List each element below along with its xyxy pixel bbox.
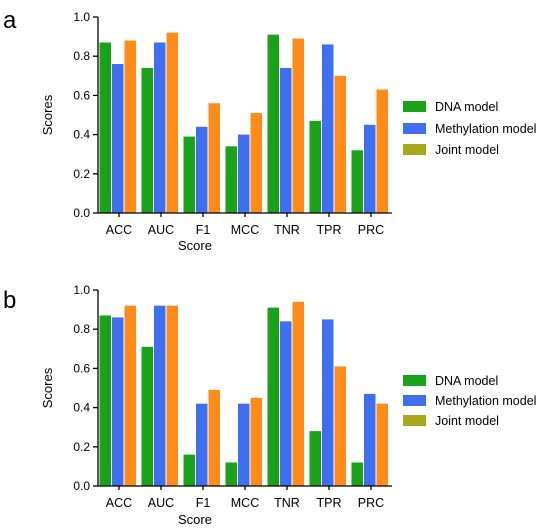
legend: DNA model Methylation model Joint model [403,374,536,428]
y-tick-label: 0.4 [73,401,90,415]
bar-dna-model-mcc [225,146,237,213]
legend-swatch [403,375,426,386]
legend-swatch [403,144,426,155]
bar-dna-model-auc [141,346,153,486]
legend-label: DNA model [435,100,498,114]
y-tick-label: 1.0 [73,10,90,24]
bar-methylation-model-tnr [280,67,292,214]
bar-dna-model-tpr [309,431,321,486]
panel-letter: b [3,287,16,314]
x-tick-label: TPR [317,496,342,510]
legend-label: Methylation model [435,394,536,408]
x-tick-label: MCC [231,223,259,237]
y-tick-label: 0.2 [73,440,90,454]
bar-methylation-model-acc [112,317,124,486]
y-axis-title: Scores [40,367,55,408]
legend-label: Joint model [435,143,499,157]
bar-methylation-model-f1 [196,126,208,213]
y-tick-label: 0.0 [73,479,90,493]
y-tick-label: 0.6 [73,88,90,102]
legend-label: Joint model [435,414,499,428]
x-tick-label: TNR [274,496,300,510]
legend: DNA model Methylation model Joint model [403,100,536,157]
bar-methylation-model-mcc [238,403,250,486]
x-tick-label: AUC [148,223,174,237]
bar-dna-model-mcc [225,462,237,486]
x-tick-label: F1 [196,496,211,510]
panel-b: b 0.0 0.2 0.4 0.6 0.8 1.0 ACC AUC F1 MCC TNR TPR PRC S… [3,283,536,527]
bar-dna-model-f1 [183,136,195,213]
panel-a: a 0.0 0.2 0.4 0.6 0.8 1.0 ACC AUC F1 MCC TNR TPR PRC S… [3,7,536,253]
bar-methylation-model-auc [154,42,166,214]
bar-joint-model-f1 [208,103,220,213]
y-tick-label: 0.8 [73,322,90,336]
x-tick-label: PRC [358,223,384,237]
bar-methylation-model-prc [364,124,376,213]
y-tick-label: 0.0 [73,206,90,220]
legend-label: DNA model [435,374,498,388]
bar-joint-model-tnr [292,38,304,214]
bar-joint-model-f1 [208,389,220,486]
bar-joint-model-prc [376,89,388,213]
bar-methylation-model-acc [112,64,124,213]
y-tick-label: 0.4 [73,128,90,142]
bar-joint-model-tnr [292,301,304,486]
y-tick-label: 0.8 [73,49,90,63]
x-axis-title: Score [178,238,212,253]
bar-dna-model-tnr [267,34,279,213]
x-tick-label: MCC [231,496,259,510]
bar-dna-model-tnr [267,307,279,486]
bar-joint-model-acc [124,305,136,486]
bar-dna-model-acc [99,315,111,486]
bar-joint-model-acc [124,40,136,213]
x-tick-label: TPR [317,223,342,237]
y-axis-title: Scores [40,94,55,135]
bar-methylation-model-auc [154,305,166,486]
bar-methylation-model-tnr [280,321,292,486]
bar-joint-model-prc [376,403,388,486]
x-tick-label: F1 [196,223,211,237]
bar-methylation-model-prc [364,393,376,486]
bar-joint-model-tpr [334,366,346,486]
legend-label: Methylation model [435,122,536,136]
bar-dna-model-f1 [183,454,195,486]
x-tick-label: PRC [358,496,384,510]
x-axis-title: Score [178,512,212,527]
bar-dna-model-acc [99,42,111,214]
bar-joint-model-auc [166,305,178,486]
bar-dna-model-tpr [309,120,321,213]
bar-joint-model-tpr [334,75,346,213]
x-tick-label: ACC [106,223,132,237]
x-tick-label: ACC [106,496,132,510]
y-tick-label: 1.0 [73,283,90,297]
bar-methylation-model-f1 [196,403,208,486]
bar-methylation-model-tpr [322,319,334,486]
bar-dna-model-auc [141,67,153,214]
bar-methylation-model-mcc [238,134,250,213]
legend-swatch [403,415,426,426]
y-tick-label: 0.2 [73,167,90,181]
panel-letter: a [3,7,17,34]
legend-swatch [403,101,426,112]
bar-dna-model-prc [351,150,363,213]
x-tick-label: TNR [274,223,300,237]
legend-swatch [403,123,426,134]
y-tick-label: 0.6 [73,361,90,375]
legend-swatch [403,395,426,406]
bar-dna-model-prc [351,462,363,486]
x-tick-label: AUC [148,496,174,510]
bar-methylation-model-tpr [322,44,334,213]
bar-joint-model-mcc [250,397,262,486]
bar-joint-model-mcc [250,113,262,213]
bar-joint-model-auc [166,32,178,214]
